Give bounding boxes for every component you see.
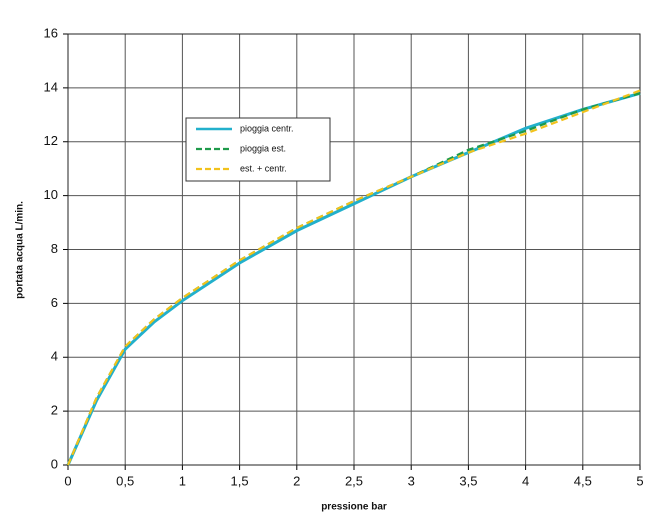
plot-border (67, 33, 641, 466)
y-tick-label: 14 (44, 79, 58, 94)
x-axis-label: pressione bar (321, 502, 387, 513)
x-tick-label: 2 (293, 473, 300, 488)
x-tick-label: 5 (636, 473, 643, 488)
legend-label: pioggia centr. (240, 123, 294, 133)
y-tick-label: 2 (51, 403, 58, 418)
legend-label: est. + centr. (240, 163, 287, 173)
x-tick-label: 3,5 (459, 473, 477, 488)
x-tick-label: 4 (522, 473, 529, 488)
y-tick-label: 10 (44, 187, 58, 202)
y-tick-label: 4 (51, 349, 58, 364)
x-tick-label: 3 (408, 473, 415, 488)
y-tick-label: 16 (44, 25, 58, 40)
x-tick-label: 2,5 (345, 473, 363, 488)
y-tick-label: 0 (51, 456, 58, 471)
data-line (66, 91, 641, 466)
x-tick-label: 1 (179, 473, 186, 488)
x-tick-label: 0,5 (116, 473, 134, 488)
legend: pioggia centr. pioggia est. est. + centr. (185, 117, 331, 182)
y-tick-label: 6 (51, 295, 58, 310)
legend-label: pioggia est. (240, 143, 286, 153)
y-tick-label: 8 (51, 241, 58, 256)
y-axis-label: portata acqua L/min. (15, 201, 26, 299)
x-tick-label: 0 (64, 473, 71, 488)
data-line (66, 89, 641, 466)
x-tick-label: 4,5 (574, 473, 592, 488)
y-tick-label: 12 (44, 133, 58, 148)
x-tick-label: 1,5 (231, 473, 249, 488)
